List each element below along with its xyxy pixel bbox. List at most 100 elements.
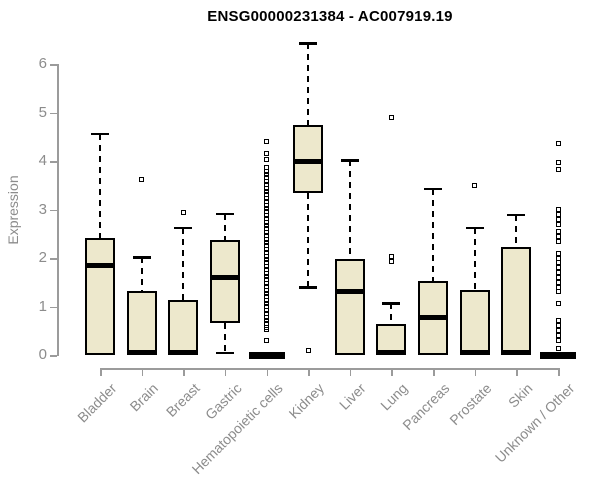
- outlier-point: [555, 207, 561, 212]
- x-tick: [433, 368, 435, 376]
- outlier-point: [555, 333, 561, 339]
- outlier-point: [264, 236, 270, 242]
- y-axis-line: [57, 64, 59, 356]
- whisker-upper: [348, 160, 351, 259]
- box-prostate: [459, 290, 490, 355]
- outlier-point: [555, 270, 561, 276]
- outlier-point: [264, 284, 270, 290]
- box-gastric: [209, 240, 240, 323]
- outlier-point: [388, 259, 394, 265]
- whisker-cap-upper: [507, 213, 526, 217]
- outlier-point: [264, 223, 270, 228]
- outlier-point: [555, 274, 561, 280]
- whisker-cap-upper: [340, 159, 359, 162]
- outlier-point: [264, 206, 270, 212]
- whisker-cap-lower: [215, 351, 234, 355]
- box-liver: [334, 258, 365, 355]
- outlier-point: [264, 273, 270, 279]
- y-tick-label: 0: [38, 346, 47, 363]
- outlier-point: [555, 328, 561, 334]
- outlier-point: [264, 277, 270, 283]
- whisker-upper: [99, 133, 101, 239]
- y-tick: [50, 64, 57, 66]
- whisker-cap-upper: [382, 302, 401, 305]
- outlier-point: [555, 211, 561, 217]
- outlier-point: [264, 311, 270, 317]
- y-tick: [50, 112, 57, 114]
- outlier-point: [264, 267, 270, 273]
- outlier-point: [472, 182, 478, 188]
- whisker-lower: [307, 193, 310, 288]
- outlier-point: [555, 228, 561, 234]
- outlier-point: [264, 192, 270, 198]
- outlier-point: [264, 150, 270, 156]
- outlier-point: [264, 202, 270, 208]
- outlier-point: [139, 177, 145, 183]
- x-tick: [183, 368, 185, 376]
- y-tick: [50, 258, 57, 260]
- median-line-collapsed: [248, 351, 285, 359]
- outlier-point: [264, 233, 270, 239]
- x-tick: [349, 368, 352, 376]
- outlier-point: [264, 226, 270, 232]
- outlier-point: [555, 255, 561, 261]
- outlier-point: [555, 260, 561, 266]
- outlier-point: [555, 317, 561, 323]
- outlier-point: [264, 199, 270, 205]
- outlier-point: [555, 323, 561, 329]
- whisker-cap-upper: [299, 42, 318, 45]
- outlier-point: [555, 238, 561, 244]
- median-line: [501, 350, 532, 356]
- whisker-upper: [223, 213, 226, 241]
- x-axis-line: [100, 368, 560, 370]
- outlier-point: [264, 327, 270, 333]
- outlier-point: [264, 270, 270, 276]
- outlier-point: [264, 294, 270, 300]
- y-tick-label: 1: [38, 297, 47, 315]
- y-tick-label: 4: [38, 152, 47, 169]
- x-tick: [558, 368, 560, 376]
- outlier-point: [555, 167, 561, 173]
- outlier-point: [555, 289, 561, 295]
- outlier-point: [264, 246, 270, 252]
- box-breast: [168, 300, 199, 355]
- x-tick: [224, 368, 227, 376]
- x-label-lung: Lung: [377, 380, 411, 414]
- outlier-point: [264, 239, 270, 245]
- whisker-cap-lower: [299, 286, 318, 289]
- outlier-point: [264, 216, 270, 222]
- outlier-point: [555, 216, 561, 222]
- median-line: [293, 158, 324, 164]
- outlier-point: [264, 185, 270, 191]
- whisker-upper: [140, 257, 143, 291]
- outlier-point: [388, 115, 394, 121]
- outlier-point: [388, 253, 394, 259]
- whisker-upper: [390, 303, 393, 324]
- whisker-cap-upper: [91, 132, 109, 136]
- outlier-point: [264, 189, 270, 195]
- x-label-bladder: Bladder: [73, 380, 120, 426]
- x-tick: [266, 368, 269, 376]
- outlier-point: [555, 300, 561, 306]
- outlier-point: [305, 347, 311, 353]
- outlier-point: [264, 253, 270, 259]
- x-tick: [100, 368, 102, 376]
- x-label-brain: Brain: [126, 380, 161, 415]
- outlier-point: [555, 250, 561, 256]
- outlier-point: [555, 345, 561, 351]
- outlier-point: [264, 175, 270, 181]
- outlier-point: [264, 290, 270, 296]
- x-label-liver: Liver: [336, 380, 370, 413]
- y-tick: [50, 306, 57, 308]
- whisker-upper: [182, 227, 185, 301]
- x-tick: [391, 368, 393, 376]
- y-tick: [50, 209, 57, 211]
- y-tick-label: 2: [38, 249, 47, 266]
- median-line: [168, 350, 199, 356]
- outlier-point: [264, 260, 270, 266]
- outlier-point: [264, 195, 270, 201]
- outlier-point: [264, 301, 270, 307]
- median-line-collapsed: [540, 351, 577, 359]
- whisker-upper: [432, 188, 435, 281]
- x-label-skin: Skin: [505, 380, 536, 411]
